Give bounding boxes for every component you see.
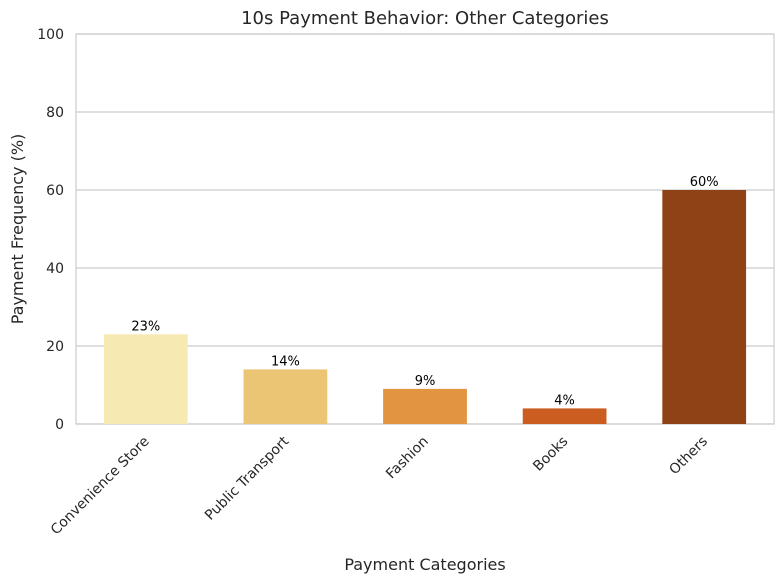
y-tick-label: 60 — [46, 183, 64, 199]
y-tick-label: 0 — [55, 417, 64, 433]
bar-4 — [662, 190, 747, 424]
data-label-2: 9% — [415, 374, 436, 389]
chart-title: 10s Payment Behavior: Other Categories — [241, 8, 609, 29]
y-axis-title: Payment Frequency (%) — [8, 134, 27, 325]
bars — [103, 190, 747, 424]
data-labels: 23% 14% 9% 4% 60% — [131, 175, 718, 408]
x-tick-label: Others — [666, 434, 711, 479]
bar-3 — [522, 408, 607, 424]
y-tick-label: 20 — [46, 339, 64, 355]
y-tick-label: 100 — [37, 27, 64, 43]
x-tick-label: Fashion — [383, 434, 432, 483]
bar-0 — [103, 334, 188, 424]
x-tick-label: Public Transport — [202, 433, 293, 524]
data-label-4: 60% — [690, 175, 719, 190]
x-axis-title: Payment Categories — [344, 555, 505, 574]
data-label-3: 4% — [554, 393, 575, 408]
data-label-0: 23% — [131, 319, 160, 334]
bar-1 — [243, 369, 328, 424]
data-label-1: 14% — [271, 354, 300, 369]
bar-2 — [383, 388, 467, 424]
y-tick-label: 80 — [46, 105, 64, 121]
x-tick-label: Books — [530, 434, 571, 475]
x-tick-label: Convenience Store — [48, 434, 153, 539]
y-tick-label: 40 — [46, 261, 64, 277]
x-axis-ticks: Convenience Store Public Transport Fashion… — [48, 433, 711, 538]
y-axis-ticks: 0 20 40 60 80 100 — [37, 27, 64, 433]
